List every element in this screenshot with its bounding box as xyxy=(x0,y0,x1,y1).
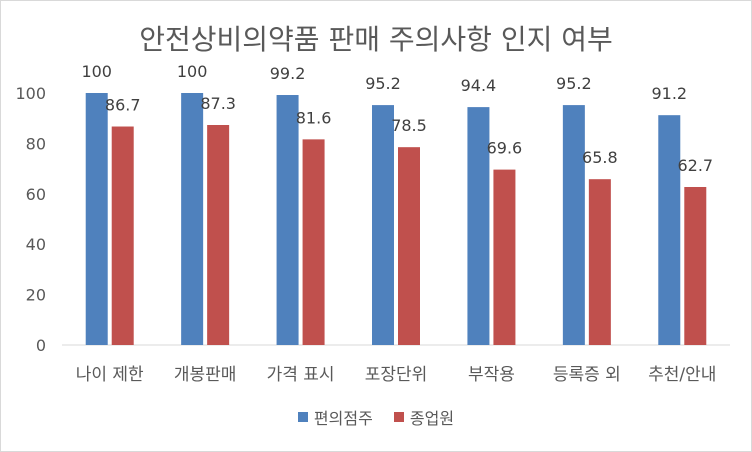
data-label: 87.3 xyxy=(200,94,236,113)
data-label: 91.2 xyxy=(651,84,687,103)
data-label: 100 xyxy=(81,62,112,81)
x-tick-label: 추천/안내 xyxy=(648,365,716,385)
data-label: 62.7 xyxy=(677,156,713,175)
x-tick-label: 개봉판매 xyxy=(174,365,237,385)
data-label: 95.2 xyxy=(556,74,592,93)
bar-series-2 xyxy=(207,125,230,345)
data-label: 99.2 xyxy=(270,64,306,83)
legend-label-series-2: 종업원 xyxy=(409,409,455,428)
bar-series-1 xyxy=(658,115,681,346)
bar-series-2 xyxy=(398,147,420,345)
y-tick-label: 0 xyxy=(36,336,46,355)
legend-label-series-1: 편의점주 xyxy=(313,409,373,428)
data-label: 65.8 xyxy=(582,148,618,167)
bar-series-2 xyxy=(588,179,611,345)
data-label: 94.4 xyxy=(461,76,497,95)
legend-swatch-series-2 xyxy=(393,412,404,422)
data-label: 69.6 xyxy=(487,139,523,158)
y-tick-label: 40 xyxy=(26,235,46,254)
x-tick-label: 나이 제한 xyxy=(76,365,144,385)
y-tick-label: 80 xyxy=(26,134,46,153)
data-label: 100 xyxy=(177,62,208,81)
legend-item-series-2: 종업원 xyxy=(393,405,455,429)
bar-series-1 xyxy=(562,105,585,345)
y-tick-label: 60 xyxy=(26,185,46,204)
x-tick-label: 가격 표시 xyxy=(267,365,335,385)
x-tick-label: 부작용 xyxy=(468,365,515,385)
bar-series-1 xyxy=(467,107,490,345)
x-tick-label: 포장단위 xyxy=(365,365,428,385)
bar-series-1 xyxy=(181,93,204,345)
y-tick-label: 100 xyxy=(15,84,46,103)
legend: 편의점주 종업원 xyxy=(0,405,752,429)
bar-series-2 xyxy=(684,186,707,345)
bar-series-2 xyxy=(302,139,325,345)
legend-swatch-series-1 xyxy=(297,412,308,422)
bar-series-1 xyxy=(276,95,299,346)
bar-series-1 xyxy=(372,105,394,345)
data-label: 81.6 xyxy=(296,108,332,127)
x-tick-label: 등록증 외 xyxy=(553,365,621,385)
chart-title: 안전상비의약품 판매 주의사항 인지 여부 xyxy=(139,23,613,56)
bar-series-2 xyxy=(111,126,134,346)
data-label: 78.5 xyxy=(391,116,427,135)
data-label: 86.7 xyxy=(105,96,141,115)
bar-series-2 xyxy=(493,169,516,345)
y-tick-label: 20 xyxy=(26,286,46,305)
data-label: 95.2 xyxy=(365,74,401,93)
bar-series-1 xyxy=(85,93,108,345)
legend-item-series-1: 편의점주 xyxy=(297,405,373,429)
